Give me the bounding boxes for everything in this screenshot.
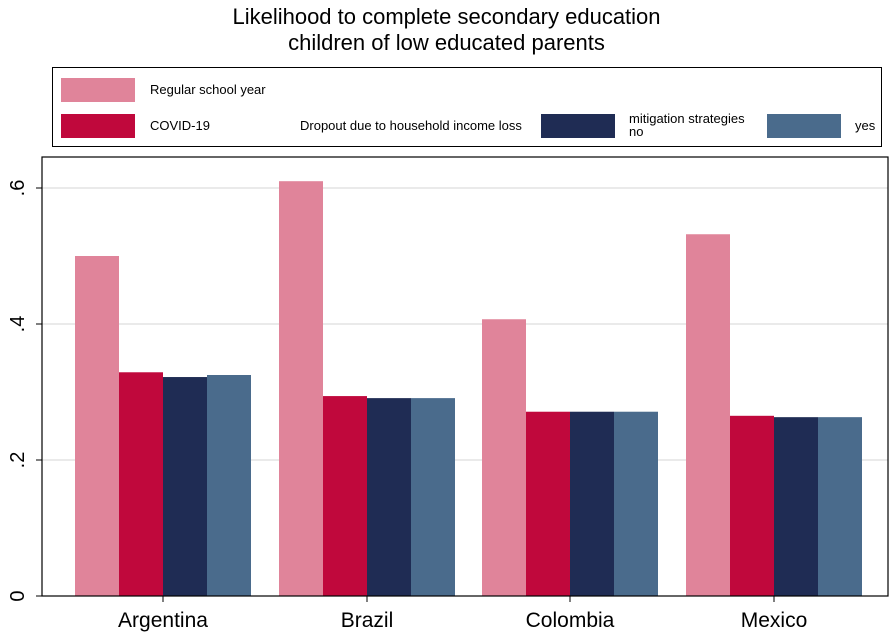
bar-argentina-no: [163, 377, 207, 596]
bar-colombia-yes: [614, 411, 658, 596]
bar-argentina-regular-school-year: [75, 256, 119, 596]
chart-subtitle: children of low educated parents: [288, 30, 605, 55]
y-axis: 0 .2 .4 .6: [7, 180, 42, 602]
y-tick-label: 0: [7, 590, 29, 601]
legend-label-yes: yes: [855, 118, 876, 133]
legend: Regular school year COVID-19 Dropout due…: [52, 67, 882, 147]
bar-mexico-yes: [818, 417, 862, 596]
bars: [75, 181, 862, 597]
bar-brazil-yes: [411, 398, 455, 596]
bar-mexico-regular-school-year: [686, 234, 730, 597]
legend-swatch-regular-school-year: [61, 78, 135, 102]
legend-label-covid-19: COVID-19: [150, 118, 210, 133]
bar-brazil-regular-school-year: [279, 181, 323, 596]
bar-colombia-regular-school-year: [482, 319, 526, 596]
bar-colombia-covid-19: [526, 411, 570, 596]
bar-argentina-covid-19: [119, 372, 163, 596]
legend-swatch-covid-19: [61, 114, 135, 138]
legend-swatch-no: [541, 114, 615, 138]
y-tick-label: .6: [7, 180, 29, 197]
chart-title-line1: Likelihood to complete secondary educati…: [232, 4, 661, 29]
y-tick-label: .4: [7, 316, 29, 333]
plot-frame: [41, 156, 889, 597]
x-tick-label-brazil: Brazil: [341, 609, 394, 632]
y-tick-label: .2: [7, 452, 29, 469]
chart-title: Likelihood to complete secondary educati…: [0, 4, 893, 56]
x-tick-label-argentina: Argentina: [118, 609, 208, 632]
legend-label-regular-school-year: Regular school year: [150, 82, 266, 97]
bar-mexico-no: [774, 417, 818, 596]
x-tick-label-mexico: Mexico: [741, 609, 808, 632]
legend-label-no: no: [629, 124, 644, 139]
legend-group-sublabel: mitigation strategies: [629, 111, 745, 126]
legend-group-label: Dropout due to household income loss: [300, 118, 522, 133]
bar-brazil-no: [367, 398, 411, 596]
bar-colombia-no: [570, 411, 614, 596]
x-tick-label-colombia: Colombia: [526, 609, 615, 632]
bar-mexico-covid-19: [730, 415, 774, 596]
bar-chart: 0 .2 .4 .6 Argentina Brazil Colombia Mexico: [7, 156, 889, 632]
legend-swatch-yes: [767, 114, 841, 138]
bar-argentina-yes: [207, 375, 251, 596]
bar-brazil-covid-19: [323, 396, 367, 596]
x-axis: Argentina Brazil Colombia Mexico: [118, 596, 807, 632]
